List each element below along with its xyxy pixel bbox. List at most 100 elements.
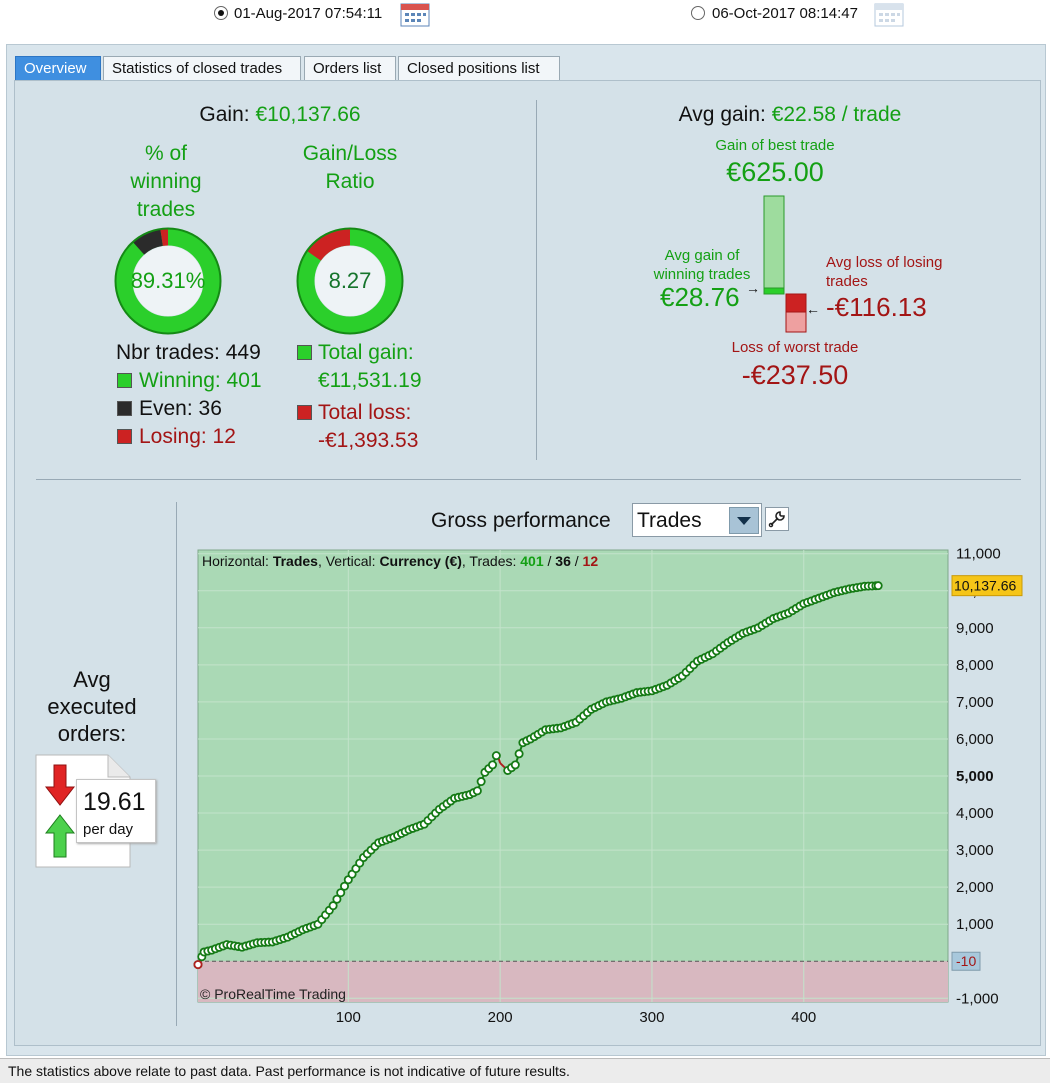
- tab-closed-positions-list[interactable]: Closed positions list: [398, 56, 560, 81]
- y-tick-label: 1,000: [956, 916, 994, 933]
- start-date-radio[interactable]: [214, 6, 228, 20]
- negative-region: [198, 961, 948, 1002]
- y-tick-label: 8,000: [956, 657, 994, 674]
- tab-statistics-closed-trades[interactable]: Statistics of closed trades: [103, 56, 301, 81]
- gain-summary: Gain: €10,137.66: [0, 103, 560, 127]
- equity-point: [328, 901, 338, 911]
- divider-horizontal: [36, 479, 1021, 480]
- arrow-right-icon: →: [746, 280, 760, 296]
- worst-trade-label: Loss of worst trade: [731, 339, 859, 356]
- losing-legend-swatch: [117, 429, 132, 444]
- y-tick-label: 9,000: [956, 620, 994, 637]
- calendar-icon[interactable]: [400, 1, 430, 27]
- avg-win-value: €28.76: [660, 282, 740, 312]
- best-trade-value: €625.00: [726, 157, 824, 187]
- gross-performance-title: Gross performance: [431, 509, 611, 532]
- equity-point: [488, 760, 498, 770]
- equity-point: [476, 777, 486, 787]
- winning-count: Winning: 401: [139, 369, 262, 392]
- grid-lines: [198, 550, 948, 1002]
- total-gain-swatch: [297, 345, 312, 360]
- x-tick-label: 400: [791, 1009, 816, 1026]
- losing-count: Losing: 12: [139, 425, 236, 448]
- x-tick-label: 300: [639, 1009, 664, 1026]
- arrow-left-icon: ←: [806, 301, 820, 317]
- pct-winning-value: 89.31%: [130, 268, 206, 293]
- chart-info-line: Horizontal: Trades, Vertical: Currency (…: [202, 553, 598, 569]
- date-range-bar: 01-Aug-2017 07:54:11 06-Oct-2017 08:14:4…: [0, 0, 1050, 40]
- wrench-icon: [768, 511, 785, 528]
- trade-range-bars: [763, 195, 807, 333]
- y-axis: 11,00010,0009,0008,0007,0006,0005,0004,0…: [956, 546, 1002, 1008]
- gain-label: Gain:: [199, 103, 250, 126]
- start-date-label: 01-Aug-2017 07:54:11: [234, 5, 383, 22]
- pct-winning-title: % of winning trades: [130, 142, 202, 221]
- x-axis: 100 200 300 400: [336, 1009, 816, 1026]
- avg-orders-label: Avg executed orders:: [47, 667, 137, 746]
- equity-point: [514, 749, 524, 759]
- even-legend-swatch: [117, 401, 132, 416]
- avg-loss-label: Avg loss of losing trades: [826, 254, 943, 290]
- calendar-icon[interactable]: [874, 1, 904, 27]
- performance-axis-select[interactable]: Trades: [632, 503, 762, 537]
- y-tick-label: 3,000: [956, 842, 994, 859]
- best-trade-label: Gain of best trade: [715, 137, 835, 154]
- orders-per-day-unit: per day: [83, 821, 134, 838]
- equity-point: [873, 581, 883, 591]
- equity-point: [510, 760, 520, 770]
- equity-points: [193, 581, 883, 970]
- y-tick-label: 7,000: [956, 694, 994, 711]
- total-gain-value: €11,531.19: [318, 369, 422, 392]
- tab-overview[interactable]: Overview: [15, 56, 101, 81]
- y-tick-label: 5,000: [956, 768, 994, 785]
- worst-trade-value: -€237.50: [741, 360, 849, 390]
- dropdown-arrow-icon[interactable]: [729, 507, 759, 534]
- zero-value-badge: [951, 951, 981, 971]
- zero-value-label: -10: [956, 953, 976, 969]
- equity-point: [336, 888, 346, 898]
- pct-winning-donut: [114, 227, 222, 335]
- end-date-label: 06-Oct-2017 08:14:47: [712, 5, 858, 22]
- donut-winning-segment: [115, 228, 221, 334]
- equity-point: [472, 786, 482, 796]
- x-tick-label: 200: [488, 1009, 513, 1026]
- donut-losing-segment: [160, 228, 169, 246]
- end-date-radio[interactable]: [691, 6, 705, 20]
- donut-center: [133, 246, 203, 316]
- total-loss-value: -€1,393.53: [318, 429, 419, 452]
- chart-watermark: © ProRealTime Trading: [200, 986, 346, 1002]
- even-count: Even: 36: [139, 397, 222, 420]
- nbr-trades: Nbr trades: 449: [116, 341, 261, 364]
- divider-vertical: [176, 502, 177, 1026]
- total-loss-swatch: [297, 405, 312, 420]
- y-tick-label: 11,000: [956, 546, 1001, 563]
- equity-point: [193, 960, 203, 970]
- total-gain-label: Total gain:: [318, 341, 414, 364]
- donut-even-segment: [132, 229, 164, 255]
- equity-point: [332, 894, 342, 904]
- winning-legend-swatch: [117, 373, 132, 388]
- y-tick-label: 6,000: [956, 731, 994, 748]
- orders-per-day-box: 19.61 per day: [76, 779, 156, 843]
- divider-vertical: [536, 100, 537, 460]
- gross-performance-chart: 11,00010,0009,0008,0007,0006,0005,0004,0…: [193, 546, 1023, 1026]
- equity-point: [491, 751, 501, 761]
- avg-win-label: Avg gain of winning trades: [653, 247, 751, 283]
- gain-loss-ratio-value: 8.27: [328, 268, 372, 293]
- avg-loss-value: -€116.13: [826, 292, 927, 322]
- avg-gain-summary: Avg gain: €22.58 / trade: [678, 103, 902, 126]
- last-value-label: 10,137.66: [954, 578, 1016, 594]
- gain-loss-ratio-donut: [296, 227, 404, 335]
- disclaimer-footer: The statistics above relate to past data…: [0, 1058, 1050, 1083]
- y-tick-label: 4,000: [956, 805, 994, 822]
- orders-per-day-value: 19.61: [83, 788, 146, 816]
- tab-orders-list[interactable]: Orders list: [304, 56, 396, 81]
- y-tick-label: 2,000: [956, 879, 994, 896]
- total-loss-label: Total loss:: [318, 401, 412, 424]
- gain-loss-ratio-title: Gain/Loss Ratio: [302, 142, 398, 193]
- select-value: Trades: [637, 509, 702, 532]
- gain-value: €10,137.66: [255, 103, 361, 126]
- wrench-settings-button[interactable]: [765, 507, 789, 531]
- x-tick-label: 100: [336, 1009, 361, 1026]
